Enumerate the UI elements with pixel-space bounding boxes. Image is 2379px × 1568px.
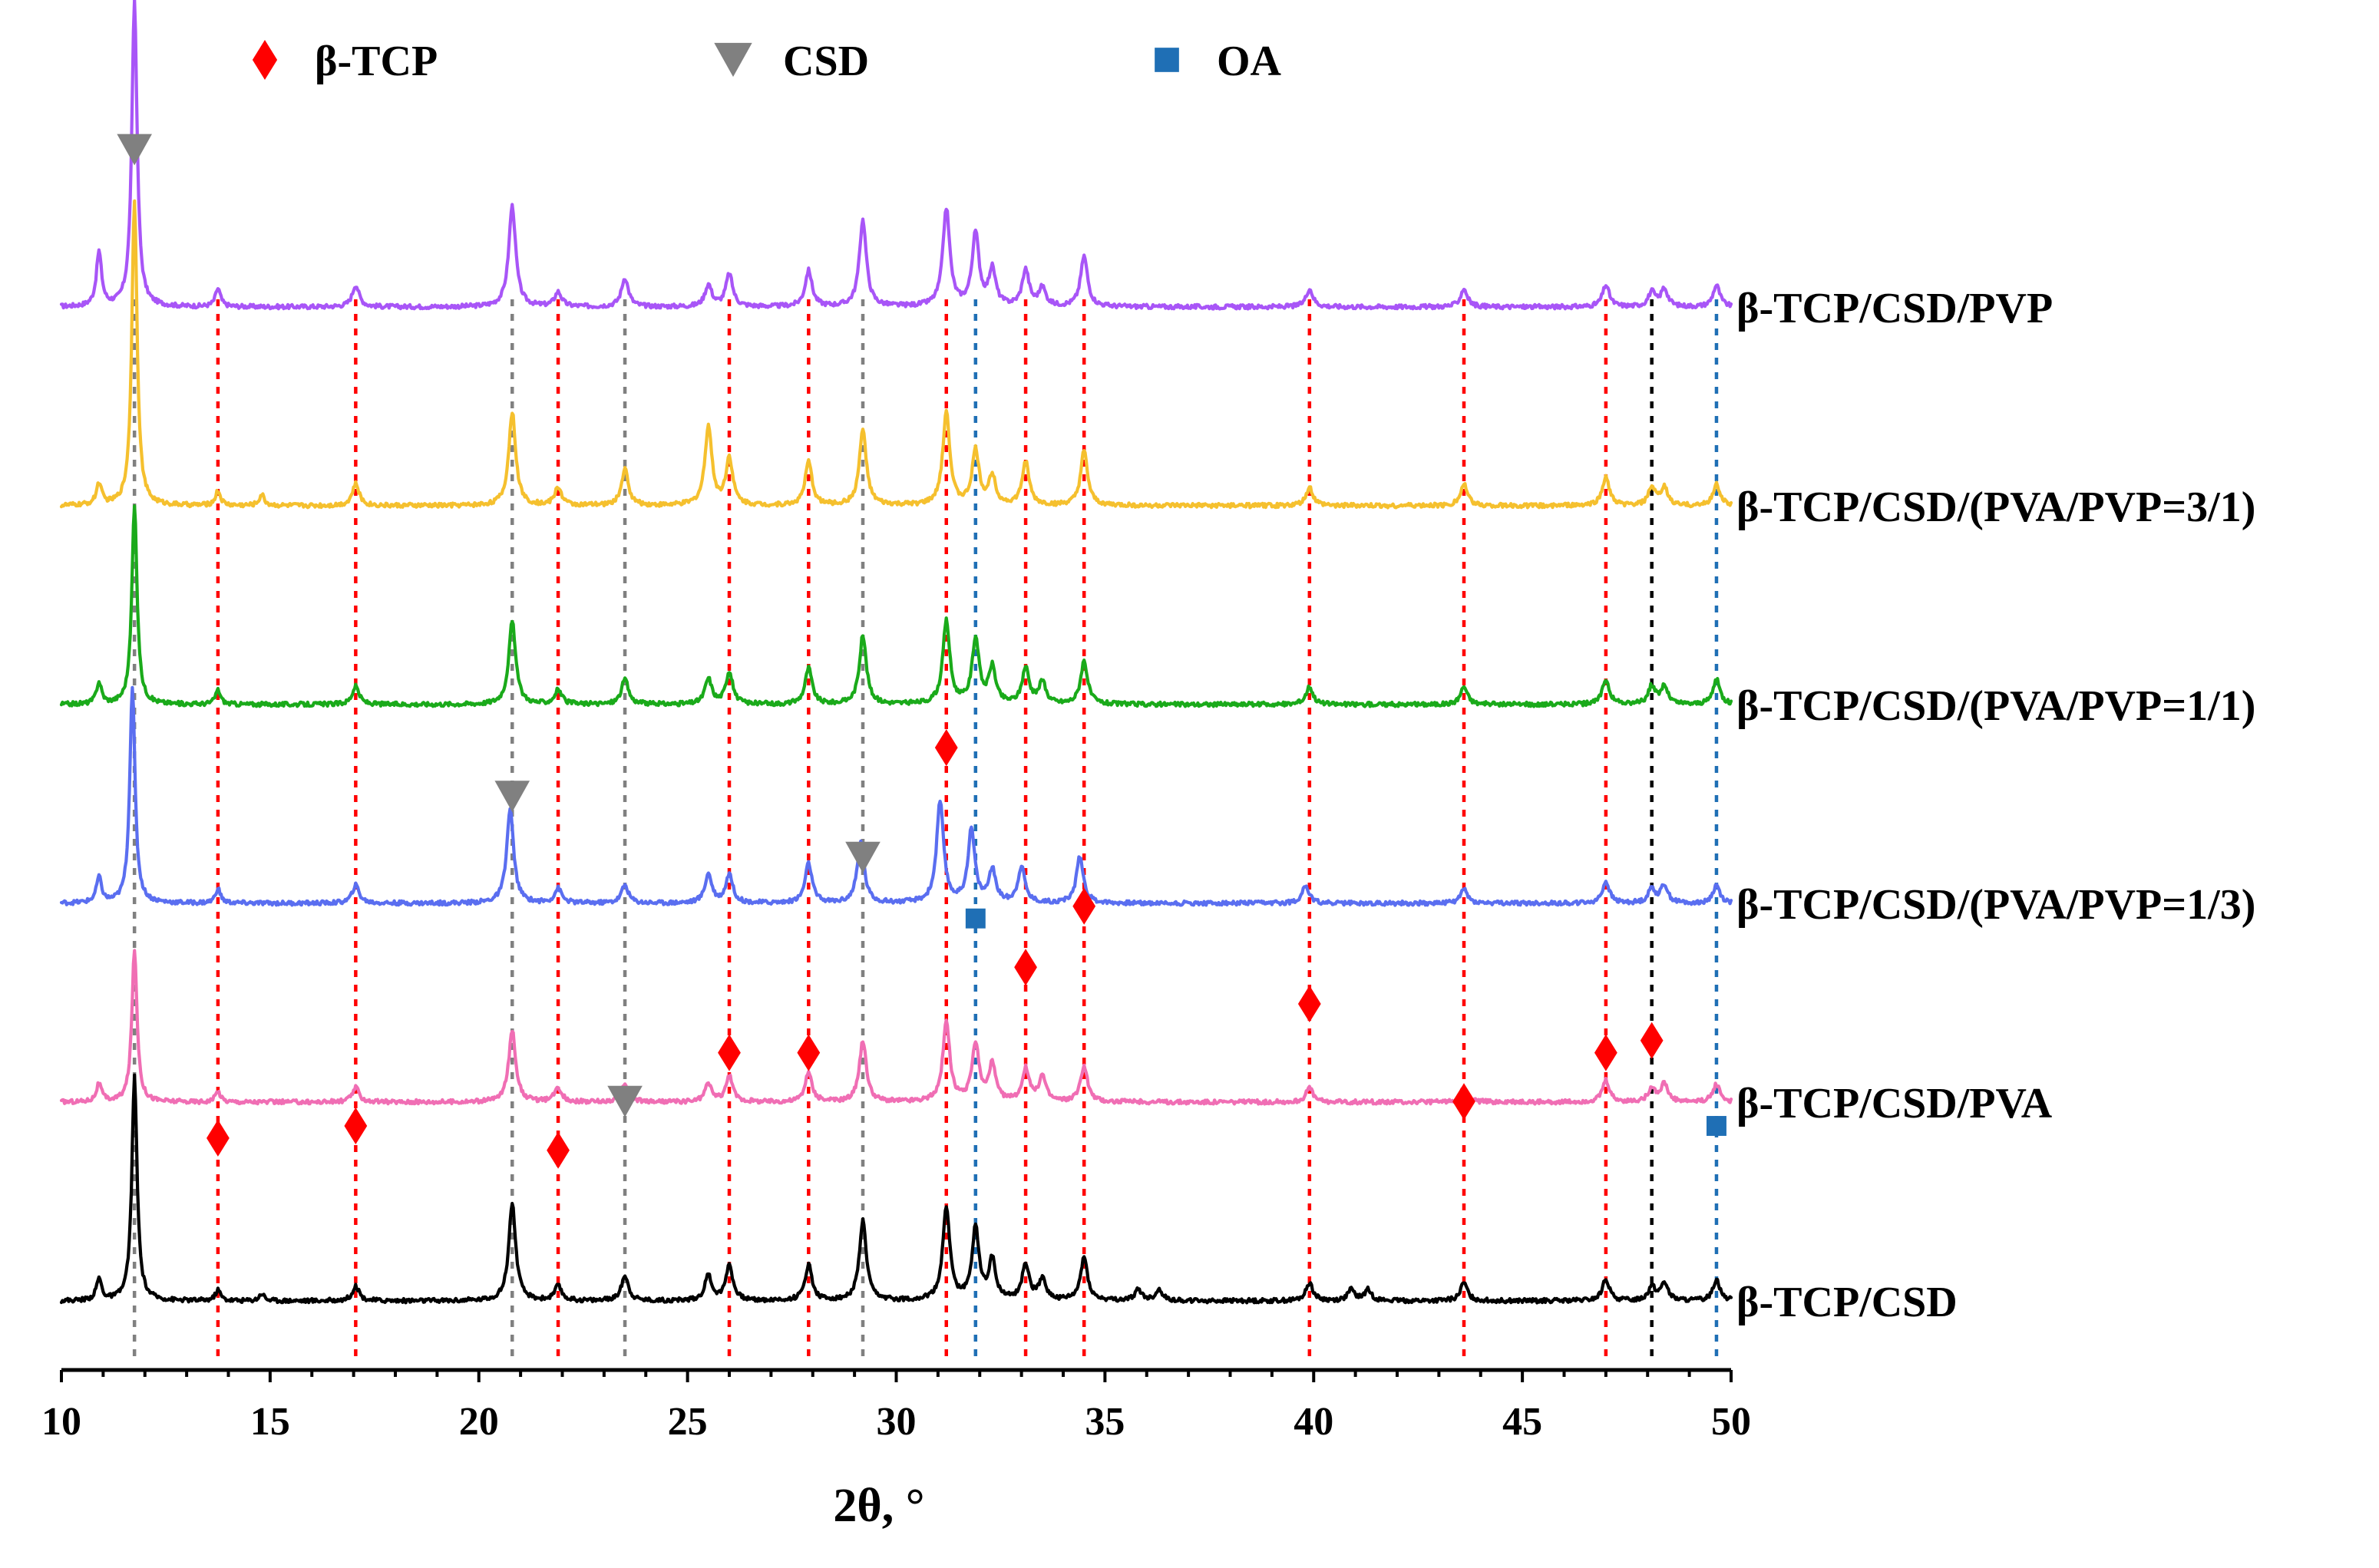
legend-label-oa: OA <box>1217 38 1282 85</box>
series-label-tcp-csd-pvp: β-TCP/CSD/PVP <box>1736 285 2053 332</box>
trace-tcp-csd-pva-pvp-1-3 <box>59 685 1733 907</box>
series-label-tcp-csd: β-TCP/CSD <box>1736 1279 1958 1326</box>
marker-tcp-9 <box>934 729 958 767</box>
legend-tcp-icon <box>252 40 278 80</box>
marker-csd-5 <box>607 1085 643 1117</box>
series-label-tcp-csd-pva-pvp-3-1: β-TCP/CSD/(PVA/PVP=3/1) <box>1736 484 2255 531</box>
series-labels: β-TCP/CSD/PVP β-TCP/CSD/(PVA/PVP=3/1) β-TC… <box>1736 285 2255 1326</box>
marker-csd-3 <box>494 781 530 813</box>
marker-tcp-1 <box>207 1119 230 1157</box>
marker-csd-8 <box>845 841 881 873</box>
x-tick-label-50: 50 <box>1711 1400 1751 1444</box>
series-label-tcp-csd-pva-pvp-1-3: β-TCP/CSD/(PVA/PVP=1/3) <box>1736 881 2255 929</box>
x-tick-label-15: 15 <box>250 1400 290 1444</box>
x-tick-label-20: 20 <box>459 1400 499 1444</box>
xrd-traces <box>59 0 1733 1305</box>
x-ticks: 10 15 20 25 30 35 40 45 50 <box>41 1370 1751 1444</box>
marker-tcp-4 <box>547 1131 570 1169</box>
legend-label-csd: CSD <box>783 38 869 85</box>
phase-markers <box>117 134 1726 1169</box>
series-label-tcp-csd-pva-pvp-1-1: β-TCP/CSD/(PVA/PVP=1/1) <box>1736 682 2255 730</box>
marker-tcp-15 <box>1594 1034 1617 1071</box>
x-axis-title: 2θ, ° <box>833 1480 924 1532</box>
legend-oa-icon <box>1155 48 1179 72</box>
x-tick-label-40: 40 <box>1294 1400 1333 1444</box>
marker-tcp-11 <box>1014 949 1037 986</box>
x-axis: 10 15 20 25 30 35 40 45 50 2θ, ° <box>41 1368 1751 1532</box>
marker-tcp-2 <box>344 1108 368 1144</box>
series-label-tcp-csd-pva: β-TCP/CSD/PVA <box>1736 1080 2053 1127</box>
x-tick-label-25: 25 <box>668 1400 708 1444</box>
x-tick-label-35: 35 <box>1085 1400 1125 1444</box>
legend: β-TCP CSD OA <box>252 38 1282 85</box>
marker-tcp-6 <box>718 1034 741 1071</box>
marker-oa-17 <box>1707 1116 1726 1136</box>
x-tick-label-45: 45 <box>1502 1400 1542 1444</box>
marker-tcp-7 <box>797 1034 821 1071</box>
marker-tcp-13 <box>1297 985 1321 1022</box>
x-tick-label-10: 10 <box>41 1400 81 1444</box>
marker-tcp-16 <box>1640 1022 1664 1059</box>
trace-tcp-csd-pva-pvp-3-1 <box>59 199 1733 510</box>
x-tick-label-30: 30 <box>877 1400 917 1444</box>
marker-csd-0 <box>117 134 152 166</box>
marker-oa-10 <box>965 908 986 929</box>
trace-tcp-csd <box>59 1073 1733 1305</box>
reference-lines <box>132 299 1719 1364</box>
trace-tcp-csd-pvp <box>59 0 1733 311</box>
marker-tcp-12 <box>1072 887 1096 925</box>
legend-csd-icon <box>714 42 752 78</box>
legend-label-tcp: β-TCP <box>315 38 438 85</box>
trace-tcp-csd-pva-pvp-1-1 <box>59 504 1733 708</box>
trace-tcp-csd-pva <box>59 949 1733 1106</box>
marker-tcp-14 <box>1452 1083 1475 1121</box>
